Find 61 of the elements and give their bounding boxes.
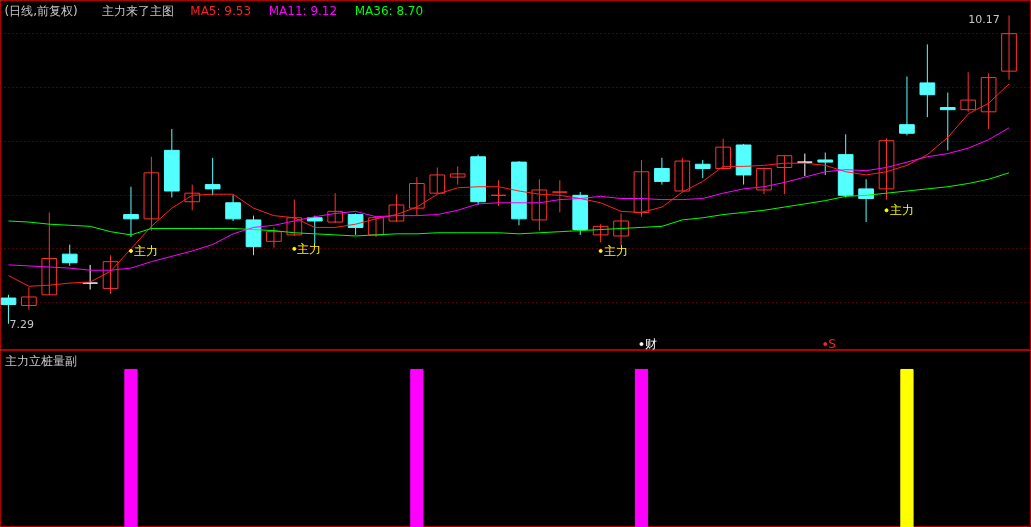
candlestick bbox=[306, 215, 323, 244]
candlestick bbox=[592, 223, 609, 243]
candlestick bbox=[82, 264, 98, 290]
candlestick bbox=[184, 184, 201, 211]
candlestick bbox=[756, 166, 772, 195]
candlestick bbox=[409, 176, 425, 217]
candlestick bbox=[919, 43, 936, 118]
chart-title: 主力立桩量副 bbox=[4, 353, 77, 368]
text: MA5: 9.53 bbox=[190, 3, 252, 18]
text: MA11: 9.12 bbox=[268, 3, 338, 18]
candlestick bbox=[551, 179, 568, 213]
point bbox=[823, 342, 828, 347]
data-label: 主力 bbox=[134, 243, 159, 258]
candlestick bbox=[796, 153, 813, 177]
candlestick bbox=[490, 179, 507, 207]
candlestick bbox=[715, 138, 732, 171]
point bbox=[128, 248, 133, 253]
candlestick bbox=[61, 244, 78, 267]
candlestick bbox=[960, 71, 977, 113]
candlestick bbox=[123, 186, 139, 238]
point bbox=[292, 246, 297, 251]
candlestick bbox=[327, 192, 344, 224]
candlestick bbox=[286, 199, 303, 237]
candlestick bbox=[266, 226, 282, 249]
candlestick bbox=[429, 166, 446, 194]
candlestick bbox=[143, 156, 160, 232]
text: MA36: 8.70 bbox=[354, 3, 424, 18]
candlestick bbox=[980, 72, 997, 130]
candlestick bbox=[613, 213, 629, 247]
data-label: 主力 bbox=[297, 241, 322, 256]
candlestick bbox=[817, 151, 834, 176]
candlestick bbox=[776, 155, 793, 195]
chart-title: (日线,前复权) bbox=[4, 3, 78, 18]
candlestick bbox=[368, 216, 384, 238]
candlestick bbox=[899, 75, 915, 136]
point bbox=[598, 248, 603, 253]
candlestick bbox=[1001, 14, 1017, 81]
chart-subtitle: 主力来了主图 bbox=[102, 3, 175, 18]
candlestick bbox=[674, 157, 691, 192]
candlestick bbox=[858, 178, 874, 223]
candlestick bbox=[388, 193, 405, 223]
point bbox=[639, 342, 644, 347]
candlestick bbox=[21, 286, 37, 311]
data-label: 财 bbox=[644, 337, 657, 352]
data-label: S bbox=[828, 337, 836, 352]
candlestick bbox=[531, 178, 548, 232]
candlestick bbox=[939, 92, 956, 151]
candlestick bbox=[204, 157, 221, 196]
data-label: 主力 bbox=[603, 243, 628, 258]
annotation: 10.17 bbox=[968, 13, 1000, 27]
candlestick bbox=[878, 138, 895, 201]
point bbox=[884, 208, 889, 213]
annotation: 7.29 bbox=[9, 317, 34, 331]
candlestick bbox=[449, 165, 466, 186]
data-label: 主力 bbox=[889, 203, 914, 218]
candlestick bbox=[654, 157, 670, 186]
candlestick bbox=[694, 159, 711, 179]
candlestick bbox=[102, 254, 119, 295]
candlestick bbox=[41, 211, 58, 296]
candlestick bbox=[225, 194, 241, 222]
candlestick bbox=[633, 159, 650, 218]
